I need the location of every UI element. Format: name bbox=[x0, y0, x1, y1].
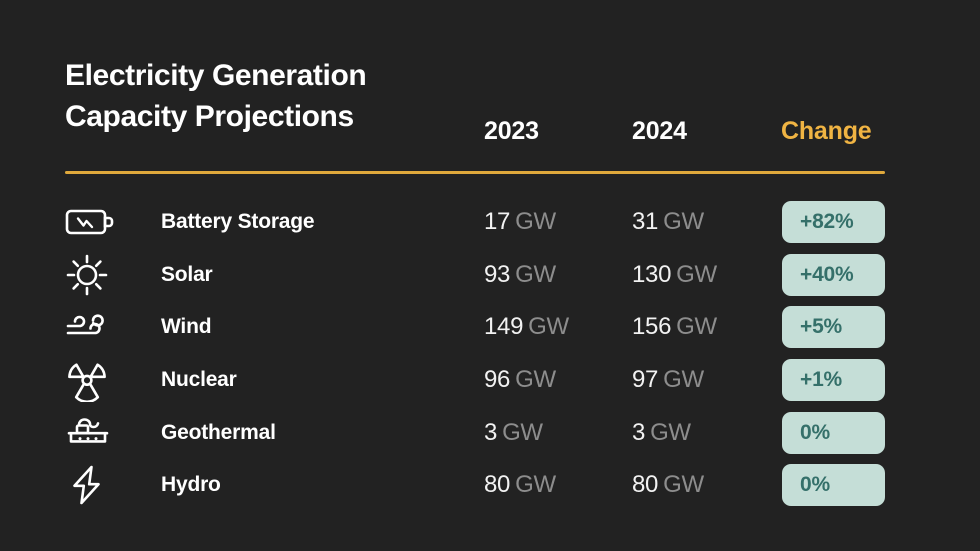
value-2024-number: 80 bbox=[632, 471, 659, 499]
change-badge: +40% bbox=[782, 253, 885, 296]
value-2024: 97 GW bbox=[632, 366, 704, 394]
value-2023-unit: GW bbox=[515, 260, 556, 288]
table-row: Battery Storage 17 GW 31 GW +82% bbox=[0, 196, 980, 249]
change-badge-label: +40% bbox=[800, 262, 854, 286]
value-2023-unit: GW bbox=[515, 471, 556, 499]
value-2023: 93 GW bbox=[484, 261, 556, 289]
value-2024-number: 130 bbox=[632, 260, 672, 288]
value-2024-unit: GW bbox=[650, 418, 691, 446]
table-row: Hydro 80 GW 80 GW 0% bbox=[0, 459, 980, 512]
header-divider bbox=[65, 171, 885, 174]
value-2024-unit: GW bbox=[663, 366, 704, 394]
change-badge: +82% bbox=[782, 201, 885, 244]
value-2023-number: 3 bbox=[484, 418, 498, 446]
row-label: Nuclear bbox=[161, 368, 237, 392]
value-2023-number: 96 bbox=[484, 366, 511, 394]
header: Electricity Generation Capacity Projecti… bbox=[65, 55, 885, 160]
value-2023: 3 GW bbox=[484, 419, 543, 447]
value-2023: 149 GW bbox=[484, 313, 569, 341]
change-badge-label: +82% bbox=[800, 210, 854, 234]
battery-icon bbox=[65, 202, 117, 242]
value-2024-unit: GW bbox=[676, 260, 717, 288]
value-2024: 80 GW bbox=[632, 471, 704, 499]
table-row: Wind 149 GW 156 GW +5% bbox=[0, 301, 980, 354]
row-label: Wind bbox=[161, 315, 212, 339]
value-2024-unit: GW bbox=[663, 208, 704, 236]
value-2023-number: 80 bbox=[484, 471, 511, 499]
column-header-change: Change bbox=[781, 117, 872, 145]
change-badge: +1% bbox=[782, 359, 885, 402]
change-badge-label: +1% bbox=[800, 368, 843, 392]
value-2023: 17 GW bbox=[484, 208, 556, 236]
value-2024: 156 GW bbox=[632, 313, 717, 341]
value-2024-number: 3 bbox=[632, 418, 646, 446]
value-2024-number: 97 bbox=[632, 366, 659, 394]
change-badge: +5% bbox=[782, 306, 885, 349]
bolt-icon bbox=[65, 465, 117, 505]
column-header-2024: 2024 bbox=[632, 117, 687, 145]
value-2024: 3 GW bbox=[632, 419, 691, 447]
value-2024-number: 156 bbox=[632, 313, 672, 341]
data-table: Battery Storage 17 GW 31 GW +82% Solar 93 GW 130 G… bbox=[0, 196, 980, 512]
value-2023-unit: GW bbox=[528, 313, 569, 341]
change-badge: 0% bbox=[782, 464, 885, 507]
table-row: Nuclear 96 GW 97 GW +1% bbox=[0, 354, 980, 407]
value-2023-number: 149 bbox=[484, 313, 524, 341]
value-2023: 80 GW bbox=[484, 471, 556, 499]
change-badge-label: +5% bbox=[800, 315, 843, 339]
column-header-2023: 2023 bbox=[484, 117, 539, 145]
value-2023: 96 GW bbox=[484, 366, 556, 394]
row-label: Solar bbox=[161, 262, 213, 286]
row-label: Battery Storage bbox=[161, 210, 315, 234]
row-label: Geothermal bbox=[161, 420, 276, 444]
table-row: Geothermal 3 GW 3 GW 0% bbox=[0, 406, 980, 459]
value-2023-unit: GW bbox=[515, 366, 556, 394]
value-2024-unit: GW bbox=[676, 313, 717, 341]
wind-icon bbox=[65, 307, 117, 347]
radiation-icon bbox=[65, 360, 117, 403]
value-2024: 130 GW bbox=[632, 261, 717, 289]
value-2023-number: 17 bbox=[484, 208, 511, 236]
value-2024-unit: GW bbox=[663, 471, 704, 499]
value-2023-unit: GW bbox=[502, 418, 543, 446]
value-2023-unit: GW bbox=[515, 208, 556, 236]
change-badge-label: 0% bbox=[800, 420, 830, 444]
row-label: Hydro bbox=[161, 473, 221, 497]
page-title: Electricity Generation Capacity Projecti… bbox=[65, 59, 367, 133]
value-2024: 31 GW bbox=[632, 208, 704, 236]
table-row: Solar 93 GW 130 GW +40% bbox=[0, 249, 980, 302]
sun-icon bbox=[65, 254, 117, 296]
geothermal-icon bbox=[65, 413, 117, 453]
value-2023-number: 93 bbox=[484, 260, 511, 288]
value-2024-number: 31 bbox=[632, 208, 659, 236]
change-badge: 0% bbox=[782, 411, 885, 454]
change-badge-label: 0% bbox=[800, 473, 830, 497]
